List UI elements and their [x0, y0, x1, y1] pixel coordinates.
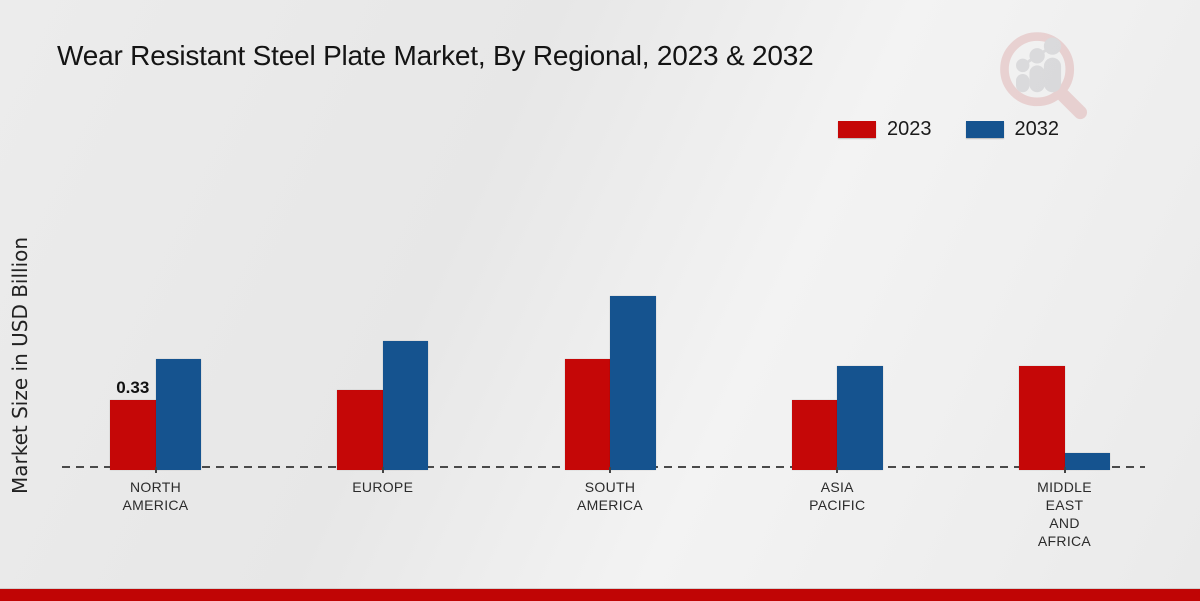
- bar-2023-asia-pacific: [791, 400, 838, 470]
- x-axis-tick: [381, 467, 384, 473]
- watermark-logo-icon: [1000, 32, 1088, 120]
- x-axis-tick: [609, 467, 611, 473]
- legend-swatch-2032: [965, 121, 1004, 138]
- bar-2032-europe: [382, 341, 429, 470]
- legend-item-2032: 2032: [965, 118, 1060, 141]
- x-axis-label-middle-east-and-africa: MIDDLE EAST AND AFRICA: [1037, 479, 1092, 549]
- x-axis-tick: [1063, 467, 1066, 473]
- legend-item-2023: 2023: [838, 118, 932, 141]
- bar-2023-middle-east-and-africa: [1019, 365, 1065, 470]
- bar-2032-north-america: [155, 359, 201, 470]
- legend-label-2032: 2032: [1014, 118, 1060, 140]
- bar-2023-europe: [337, 389, 383, 470]
- x-axis-label-south-america: SOUTH AMERICA: [577, 479, 643, 513]
- x-axis-label-asia-pacific: ASIA PACIFIC: [809, 479, 866, 513]
- bar-2032-asia-pacific: [837, 365, 883, 470]
- legend: 2023 2032: [838, 118, 1059, 141]
- legend-label-2023: 2023: [887, 118, 932, 140]
- legend-swatch-2023: [838, 121, 876, 138]
- bar-2032-middle-east-and-africa: [1064, 452, 1110, 470]
- bar-2023-south-america: [564, 359, 610, 470]
- x-axis-tick: [154, 467, 157, 473]
- x-axis-label-north-america: NORTH AMERICA: [122, 479, 189, 513]
- x-axis-label-europe: EUROPE: [352, 479, 414, 495]
- data-label-2023-north-america: 0.33: [116, 378, 150, 397]
- bar-2032-south-america: [610, 296, 656, 470]
- footer-accent-bar: [0, 588, 1200, 601]
- bar-2023-north-america: [110, 400, 156, 470]
- page-title: Wear Resistant Steel Plate Market, By Re…: [57, 40, 814, 71]
- x-axis-tick: [836, 467, 839, 473]
